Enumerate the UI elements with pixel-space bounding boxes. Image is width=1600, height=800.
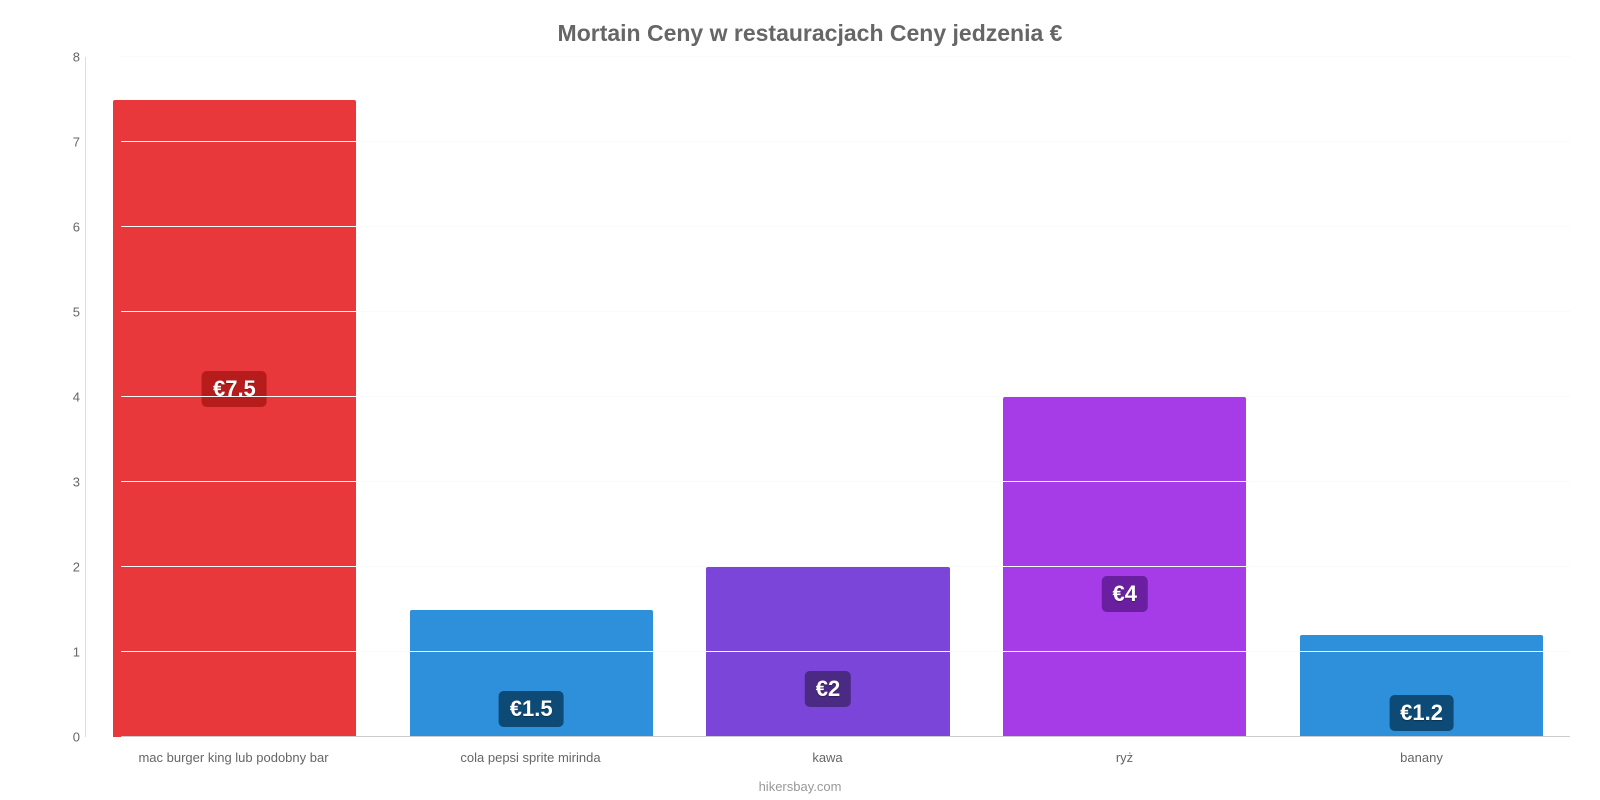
bar: €4: [1003, 397, 1246, 737]
bar-value-label: €1.5: [499, 691, 564, 727]
chart-credit: hikersbay.com: [0, 779, 1600, 794]
chart-title: Mortain Ceny w restauracjach Ceny jedzen…: [50, 20, 1570, 47]
bar: €2: [706, 567, 949, 737]
bar-value-label: €2: [805, 671, 851, 707]
bar-slot: €7.5: [86, 57, 383, 737]
gridline: [121, 141, 1570, 142]
plot-region: 012345678 €7.5€1.5€2€4€1.2 mac burger ki…: [50, 57, 1570, 737]
y-tick: 0: [40, 730, 80, 745]
y-tick: 8: [40, 50, 80, 65]
bar-slot: €2: [680, 57, 977, 737]
x-axis-labels: mac burger king lub podobny barcola peps…: [85, 750, 1570, 765]
bar: €1.5: [410, 610, 653, 738]
y-tick: 5: [40, 305, 80, 320]
y-tick: 4: [40, 390, 80, 405]
gridline: [121, 56, 1570, 57]
x-label: ryż: [976, 750, 1273, 765]
bar-value-label: €1.2: [1389, 695, 1454, 731]
y-axis: 012345678: [40, 57, 80, 737]
gridline: [121, 736, 1570, 737]
bar-value-label: €7.5: [202, 371, 267, 407]
gridline: [121, 311, 1570, 312]
bars-container: €7.5 €1.5 €2 €4 €1.2: [86, 57, 1570, 737]
plot-area: €7.5 €1.5 €2 €4 €1.2: [85, 57, 1570, 737]
x-label: banany: [1273, 750, 1570, 765]
y-tick: 2: [40, 560, 80, 575]
gridline: [121, 226, 1570, 227]
y-tick: 1: [40, 645, 80, 660]
bar: €7.5: [113, 100, 356, 738]
price-chart: Mortain Ceny w restauracjach Ceny jedzen…: [0, 0, 1600, 800]
gridline: [121, 396, 1570, 397]
bar-slot: €4: [976, 57, 1273, 737]
gridline: [121, 651, 1570, 652]
x-label: mac burger king lub podobny bar: [85, 750, 382, 765]
bar-slot: €1.2: [1273, 57, 1570, 737]
gridline: [121, 481, 1570, 482]
x-label: cola pepsi sprite mirinda: [382, 750, 679, 765]
y-tick: 3: [40, 475, 80, 490]
y-tick: 6: [40, 220, 80, 235]
x-label: kawa: [679, 750, 976, 765]
gridline: [121, 566, 1570, 567]
y-tick: 7: [40, 135, 80, 150]
bar-slot: €1.5: [383, 57, 680, 737]
bar-value-label: €4: [1102, 576, 1148, 612]
